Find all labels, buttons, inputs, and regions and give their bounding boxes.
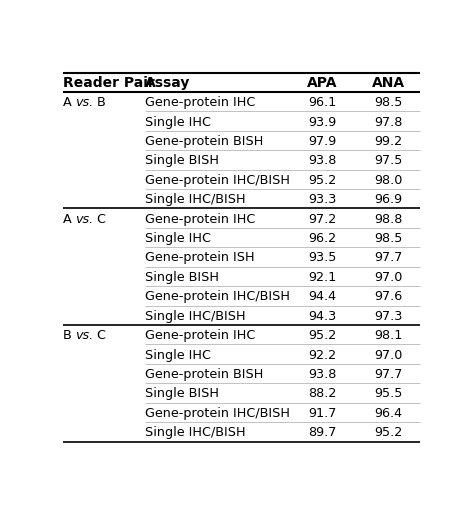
Text: 98.5: 98.5 [374,96,403,109]
Text: C: C [93,329,106,342]
Text: 92.1: 92.1 [309,271,337,284]
Text: Gene-protein IHC: Gene-protein IHC [145,96,255,109]
Text: 97.7: 97.7 [374,368,403,381]
Text: Single IHC: Single IHC [145,232,211,245]
Text: 95.2: 95.2 [309,174,337,187]
Text: 97.3: 97.3 [374,310,403,323]
Text: 99.2: 99.2 [374,135,402,148]
Text: Gene-protein IHC/BISH: Gene-protein IHC/BISH [145,407,290,420]
Text: 95.2: 95.2 [309,329,337,342]
Text: 97.6: 97.6 [374,291,402,303]
Text: 94.4: 94.4 [309,291,337,303]
Text: 93.5: 93.5 [309,251,337,265]
Text: 91.7: 91.7 [309,407,337,420]
Text: 97.8: 97.8 [374,116,403,129]
Text: A: A [63,212,75,226]
Text: 98.5: 98.5 [374,232,403,245]
Text: 96.9: 96.9 [374,193,402,206]
Text: 98.8: 98.8 [374,212,403,226]
Text: 89.7: 89.7 [309,426,337,439]
Text: 88.2: 88.2 [309,387,337,401]
Text: Gene-protein IHC: Gene-protein IHC [145,329,255,342]
Text: 97.0: 97.0 [374,271,403,284]
Text: Single BISH: Single BISH [145,271,219,284]
Text: vs.: vs. [75,96,93,109]
Text: Single BISH: Single BISH [145,155,219,167]
Text: 96.1: 96.1 [309,96,337,109]
Text: 97.2: 97.2 [309,212,337,226]
Text: 93.3: 93.3 [309,193,337,206]
Text: Assay: Assay [145,76,190,90]
Text: B: B [93,96,106,109]
Text: 94.3: 94.3 [309,310,337,323]
Text: 98.0: 98.0 [374,174,403,187]
Text: vs.: vs. [75,212,93,226]
Text: Single IHC: Single IHC [145,116,211,129]
Text: 97.5: 97.5 [374,155,403,167]
Text: 96.4: 96.4 [374,407,402,420]
Text: Gene-protein IHC/BISH: Gene-protein IHC/BISH [145,174,290,187]
Text: 93.8: 93.8 [309,368,337,381]
Text: 92.2: 92.2 [309,349,337,361]
Text: Single BISH: Single BISH [145,387,219,401]
Text: Single IHC: Single IHC [145,349,211,361]
Text: Gene-protein BISH: Gene-protein BISH [145,368,263,381]
Text: 97.9: 97.9 [309,135,337,148]
Text: vs.: vs. [75,329,93,342]
Text: 96.2: 96.2 [309,232,337,245]
Text: 95.2: 95.2 [374,426,402,439]
Text: 93.8: 93.8 [309,155,337,167]
Text: Gene-protein IHC/BISH: Gene-protein IHC/BISH [145,291,290,303]
Text: Gene-protein ISH: Gene-protein ISH [145,251,254,265]
Text: 95.5: 95.5 [374,387,403,401]
Text: Gene-protein IHC: Gene-protein IHC [145,212,255,226]
Text: 97.7: 97.7 [374,251,403,265]
Text: Single IHC/BISH: Single IHC/BISH [145,426,245,439]
Text: 98.1: 98.1 [374,329,403,342]
Text: Reader Pair: Reader Pair [63,76,154,90]
Text: Gene-protein BISH: Gene-protein BISH [145,135,263,148]
Text: C: C [93,212,106,226]
Text: 97.0: 97.0 [374,349,403,361]
Text: A: A [63,96,75,109]
Text: Single IHC/BISH: Single IHC/BISH [145,193,245,206]
Text: Single IHC/BISH: Single IHC/BISH [145,310,245,323]
Text: 93.9: 93.9 [309,116,337,129]
Text: B: B [63,329,75,342]
Text: ANA: ANA [372,76,405,90]
Text: APA: APA [308,76,338,90]
